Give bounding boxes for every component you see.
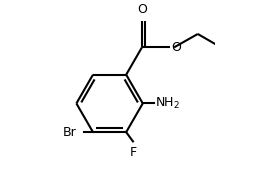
Text: O: O bbox=[172, 41, 181, 54]
Text: F: F bbox=[129, 146, 136, 159]
Text: Br: Br bbox=[63, 126, 77, 139]
Text: NH$_2$: NH$_2$ bbox=[155, 96, 180, 111]
Text: O: O bbox=[137, 3, 147, 16]
